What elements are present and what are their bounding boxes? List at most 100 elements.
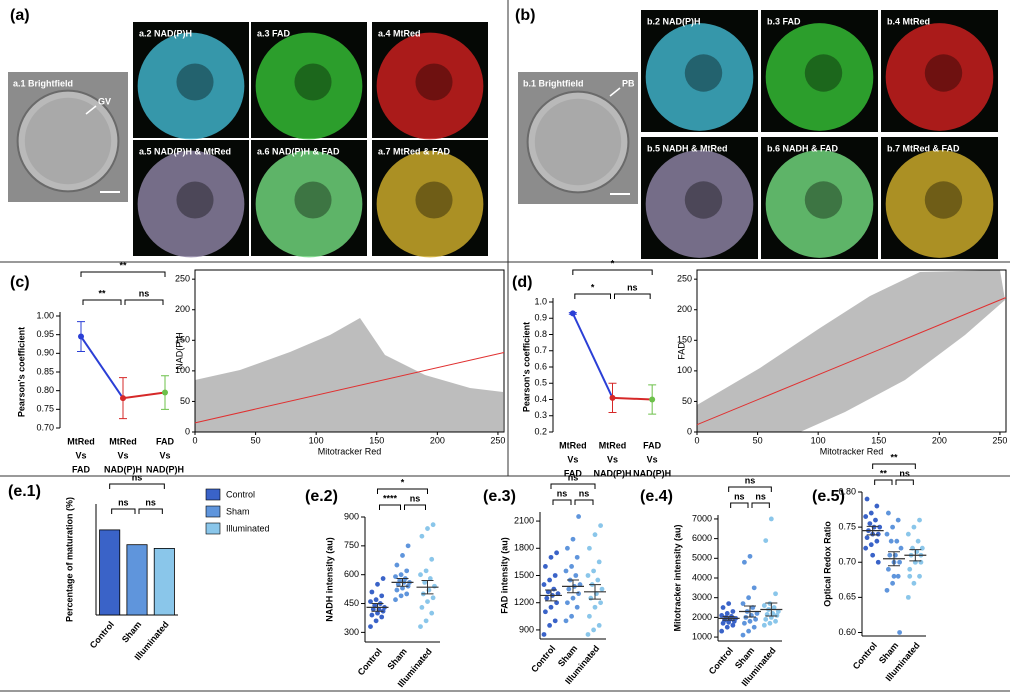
y-tick-label: 2100 [514, 515, 534, 525]
x-axis-label: Mitotracker Red [820, 446, 884, 456]
legend-swatch [205, 522, 221, 535]
error-bar [866, 525, 879, 536]
significance-label: ** [119, 260, 127, 270]
error-bar [909, 549, 922, 562]
point [774, 613, 780, 618]
y-tick-label: 900 [344, 511, 359, 521]
image-label: a.6 NAD(P)H & FAD [257, 146, 340, 156]
y-tick-label: 0.85 [36, 366, 54, 376]
panel-label: (e.2) [305, 488, 338, 505]
point [576, 514, 581, 519]
significance-label: ns [745, 475, 756, 485]
point [726, 601, 732, 606]
bar [126, 544, 148, 616]
point [425, 526, 430, 531]
image-label: a.3 FAD [257, 28, 291, 38]
y-tick-label: 1800 [514, 543, 534, 553]
point [429, 610, 435, 616]
x-tick-label: FAD [72, 464, 91, 474]
y-tick-label: 200 [175, 304, 190, 314]
point [397, 578, 403, 583]
legend-label: Illuminated [226, 523, 270, 533]
point [649, 396, 656, 403]
significance-bracket [80, 271, 166, 277]
cell-inner [534, 98, 622, 186]
point [422, 579, 428, 585]
y-tick-label: 0.75 [838, 521, 856, 531]
point [724, 611, 730, 616]
image-label: b.7 MtRed & FAD [887, 143, 960, 153]
panel-label: (e.5) [812, 488, 845, 505]
point [570, 536, 576, 542]
point [915, 538, 921, 544]
point [405, 543, 411, 549]
y-tick-label: 250 [677, 274, 692, 284]
arrow [609, 87, 621, 97]
y-axis-label: Pearson's coefficient [16, 327, 26, 417]
image-label: b.4 MtRed [887, 16, 930, 26]
point [570, 595, 576, 601]
significance-label: **** [383, 493, 398, 503]
point [393, 574, 398, 580]
point [895, 573, 901, 579]
point [162, 389, 168, 396]
point [574, 604, 580, 610]
point [890, 524, 895, 530]
point [775, 609, 781, 614]
point [747, 618, 753, 624]
cell-signal [885, 150, 994, 258]
point [547, 577, 552, 583]
cell-core [415, 181, 453, 219]
point [596, 559, 602, 565]
point [917, 573, 922, 579]
significance-label: ns [568, 472, 579, 482]
x-tick-label: 50 [753, 435, 763, 445]
point [905, 531, 911, 537]
point [897, 630, 902, 635]
cell-signal [255, 32, 363, 140]
point [751, 624, 757, 630]
point [886, 510, 891, 516]
point-cloud [195, 318, 503, 432]
y-tick-label: 0.60 [838, 627, 856, 637]
point [563, 568, 569, 574]
significance-label: ns [118, 497, 129, 507]
significance-label: ns [410, 493, 421, 503]
point [873, 517, 878, 523]
point [541, 632, 547, 637]
point [418, 624, 423, 630]
point [380, 576, 386, 581]
point [569, 613, 574, 619]
y-tick-label: 1200 [514, 597, 534, 607]
x-tick-label: 0 [694, 435, 699, 445]
x-tick-label: MtRed [109, 436, 137, 446]
y-tick-label: 0.75 [36, 404, 54, 414]
significance-label: ** [98, 288, 106, 298]
point [724, 624, 730, 630]
y-tick-label: 0.9 [534, 313, 547, 323]
point [548, 604, 554, 610]
point [554, 550, 559, 556]
significance-bracket [550, 483, 596, 489]
legend-swatch [205, 505, 221, 518]
point [868, 542, 874, 548]
point [375, 610, 380, 616]
point [599, 586, 605, 592]
line-segment [612, 396, 653, 401]
panel-label: (a) [10, 7, 30, 24]
significance-label: ns [145, 497, 156, 507]
y-tick-label: 2000 [692, 612, 712, 622]
significance-bracket [614, 293, 651, 299]
significance-bracket [138, 508, 163, 514]
point [751, 585, 757, 591]
image-label: a.1 Brightfield [13, 78, 73, 88]
point [563, 618, 569, 624]
error-bar [545, 589, 557, 602]
point [543, 609, 548, 615]
point [551, 586, 557, 592]
point [591, 568, 596, 574]
point [569, 310, 576, 317]
y-tick-label: 750 [344, 540, 359, 550]
cell-core [294, 63, 332, 101]
significance-bracket [124, 299, 164, 305]
